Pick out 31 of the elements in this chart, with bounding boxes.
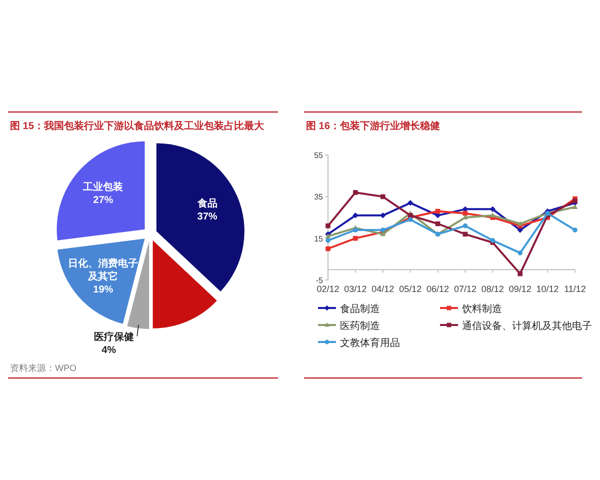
annotation: 资料来源：WPO — [10, 363, 76, 373]
xtick: 07/12 — [454, 284, 476, 294]
label: 日化、消费电子 — [68, 258, 138, 270]
label: 4% — [102, 345, 116, 356]
label: 工业包装 — [83, 182, 124, 194]
xtick: 09/12 — [508, 284, 532, 294]
label: 及其它 — [88, 271, 118, 282]
label: 医疗保健 — [94, 332, 134, 344]
xtick: 05/12 — [399, 284, 422, 294]
label: 37% — [197, 212, 218, 223]
label: 19% — [93, 284, 114, 296]
label: 食品 — [197, 198, 218, 210]
legend-item: 饮料制造 — [462, 304, 502, 315]
ytick: 35 — [314, 192, 323, 202]
label: 27% — [93, 195, 114, 206]
xtick: 10/12 — [536, 284, 559, 294]
xtick: 02/12 — [316, 284, 340, 294]
xtick: 11/12 — [564, 284, 586, 294]
xtick: 08/12 — [481, 284, 504, 294]
xtick: 03/12 — [344, 284, 367, 294]
xtick: 04/12 — [372, 284, 394, 294]
title: 图 15：我国包装行业下游以食品饮料及工业包装占比最大 — [10, 121, 264, 132]
ytick: -5 — [316, 276, 323, 285]
legend-item: 文教体育用品 — [340, 338, 400, 349]
xtick: 06/12 — [426, 284, 450, 294]
legend-item: 医药制造 — [340, 321, 380, 332]
ytick: 15 — [314, 234, 323, 244]
title: 图 16：包装下游行业增长稳健 — [306, 121, 440, 132]
legend-item: 通信设备、计算机及其他电子 — [462, 321, 592, 332]
ytick: 55 — [314, 151, 323, 160]
legend-item: 食品制造 — [340, 304, 380, 315]
